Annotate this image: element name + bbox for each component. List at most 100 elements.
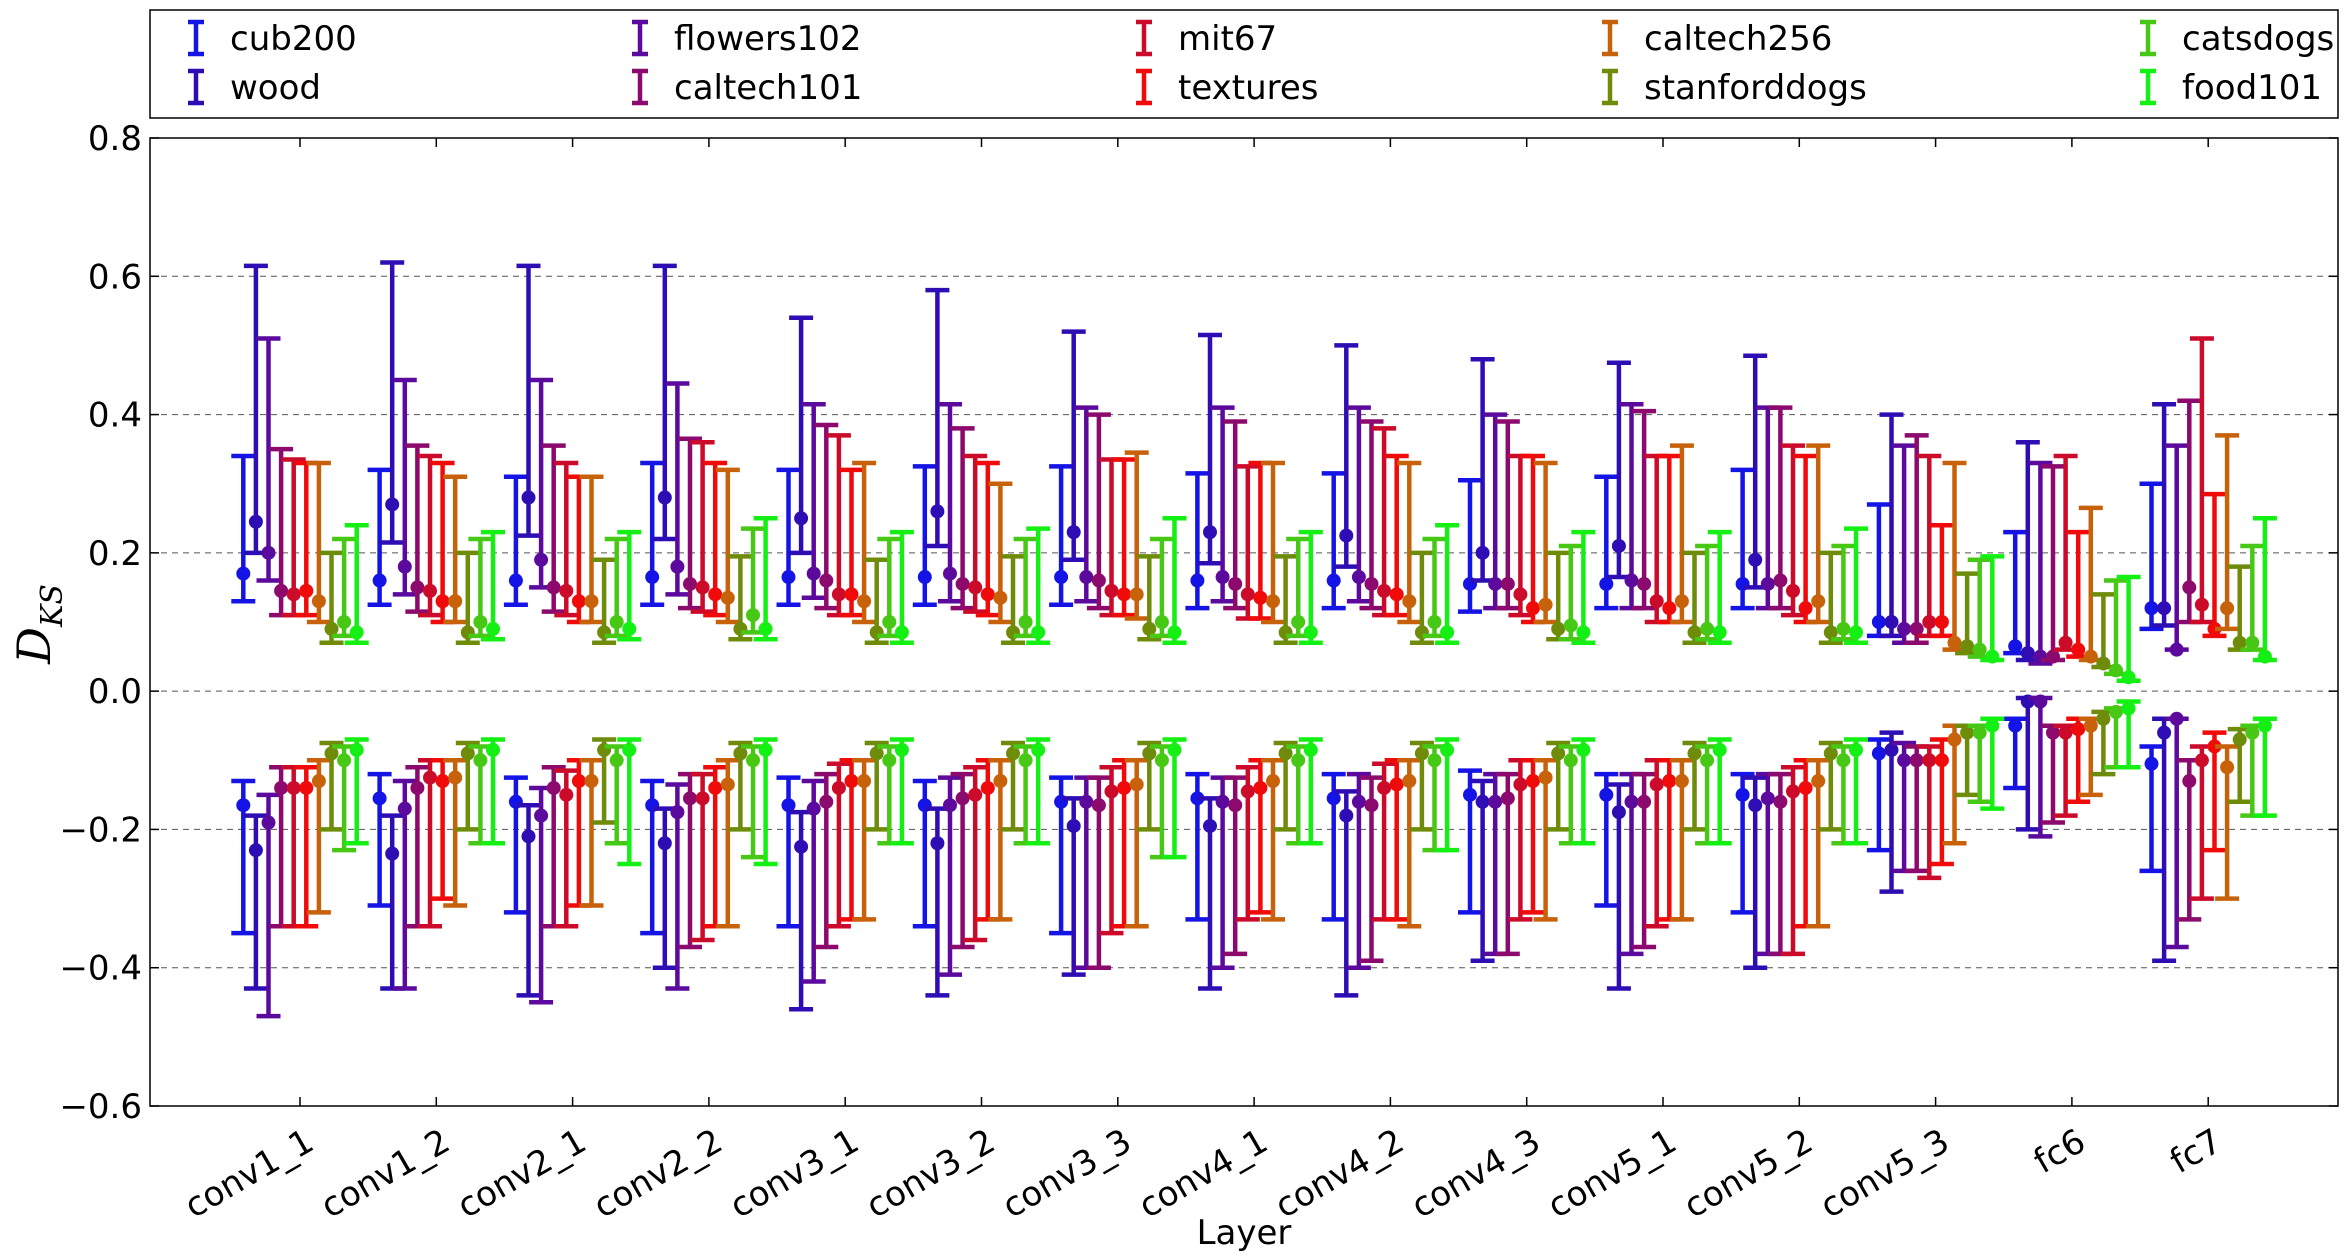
data-point xyxy=(758,621,773,636)
series-textures xyxy=(294,453,2227,929)
data-point xyxy=(819,573,834,588)
data-point xyxy=(781,570,796,585)
data-point xyxy=(2157,601,2172,616)
data-point xyxy=(1488,576,1503,591)
data-point xyxy=(1500,576,1515,591)
data-point xyxy=(1389,777,1404,792)
data-point xyxy=(460,746,475,761)
data-point xyxy=(670,559,685,574)
data-point xyxy=(349,742,364,757)
data-point xyxy=(708,587,723,602)
data-point xyxy=(806,566,821,581)
data-point xyxy=(1836,621,1851,636)
data-point xyxy=(1909,621,1924,636)
data-point xyxy=(1674,774,1689,789)
series-food101 xyxy=(344,516,2277,867)
data-point xyxy=(1031,625,1046,640)
data-point xyxy=(1637,794,1652,809)
data-point xyxy=(1649,777,1664,792)
data-point xyxy=(622,621,637,636)
data-point xyxy=(1748,552,1763,567)
data-point xyxy=(869,746,884,761)
legend-item-flowers102: flowers102 xyxy=(632,19,862,59)
legend-item-caltech256: caltech256 xyxy=(1602,19,1832,59)
data-point xyxy=(930,836,945,851)
data-point xyxy=(1253,780,1268,795)
data-point xyxy=(1836,753,1851,768)
data-point xyxy=(1440,625,1455,640)
data-point xyxy=(1897,621,1912,636)
data-point xyxy=(1871,746,1886,761)
data-point xyxy=(311,594,326,609)
data-point xyxy=(2144,756,2159,771)
data-point xyxy=(1773,794,1788,809)
data-point xyxy=(2232,732,2247,747)
data-point xyxy=(1339,808,1354,823)
data-point xyxy=(794,511,809,526)
data-point xyxy=(1326,791,1341,806)
data-point xyxy=(2232,635,2247,650)
data-point xyxy=(1500,791,1515,806)
data-point xyxy=(943,566,957,581)
data-point xyxy=(521,490,536,505)
data-point xyxy=(1871,615,1886,629)
data-point xyxy=(1142,746,1157,761)
data-point xyxy=(1760,791,1775,806)
data-point xyxy=(1402,594,1417,609)
data-point xyxy=(2169,711,2184,726)
data-point xyxy=(1786,583,1800,598)
data-point xyxy=(1364,576,1379,591)
data-point xyxy=(2144,601,2159,616)
data-point xyxy=(622,742,637,757)
data-point xyxy=(894,625,909,640)
data-point xyxy=(758,742,773,757)
data-point xyxy=(2071,722,2086,737)
data-point xyxy=(1215,794,1230,809)
y-tick-label: −0.2 xyxy=(59,810,142,850)
data-point xyxy=(1054,570,1069,585)
data-point xyxy=(486,621,500,636)
data-point xyxy=(955,576,970,591)
data-point xyxy=(2008,639,2023,654)
data-point xyxy=(546,580,561,595)
data-point xyxy=(1228,798,1243,813)
data-point xyxy=(1526,774,1540,789)
data-point xyxy=(274,780,289,795)
data-point xyxy=(857,774,872,789)
data-point xyxy=(1278,746,1293,761)
data-point xyxy=(2046,649,2060,664)
data-point xyxy=(2121,701,2136,716)
data-point xyxy=(1798,780,1813,795)
data-point xyxy=(1700,753,1715,768)
data-point xyxy=(1203,525,1217,540)
data-point xyxy=(1475,545,1490,560)
data-point xyxy=(980,780,995,795)
data-point xyxy=(1674,594,1689,609)
data-point xyxy=(882,615,897,629)
y-tick-label: −0.6 xyxy=(59,1087,142,1127)
data-point xyxy=(1972,642,1987,657)
data-point xyxy=(248,514,263,529)
data-point xyxy=(1551,746,1566,761)
data-point xyxy=(1129,587,1144,602)
data-point xyxy=(1760,576,1775,591)
data-point xyxy=(248,843,263,858)
legend: cub200 wood flowers102 caltech101 mit67 textu… xyxy=(149,9,2339,119)
data-point xyxy=(1513,587,1528,602)
data-point xyxy=(1662,774,1677,789)
data-point xyxy=(1377,583,1392,598)
data-point xyxy=(410,780,425,795)
series-cub200 xyxy=(231,453,2164,936)
data-point xyxy=(968,580,983,595)
data-point xyxy=(349,625,364,640)
data-point xyxy=(2157,725,2172,740)
data-point xyxy=(1291,753,1306,768)
data-point xyxy=(1351,794,1366,809)
data-point xyxy=(1402,774,1417,789)
data-point xyxy=(844,587,859,602)
data-point xyxy=(410,580,425,595)
data-point xyxy=(486,742,500,757)
data-point xyxy=(1104,784,1119,799)
plot-area-frame xyxy=(149,137,2339,1107)
data-point xyxy=(1748,798,1763,813)
